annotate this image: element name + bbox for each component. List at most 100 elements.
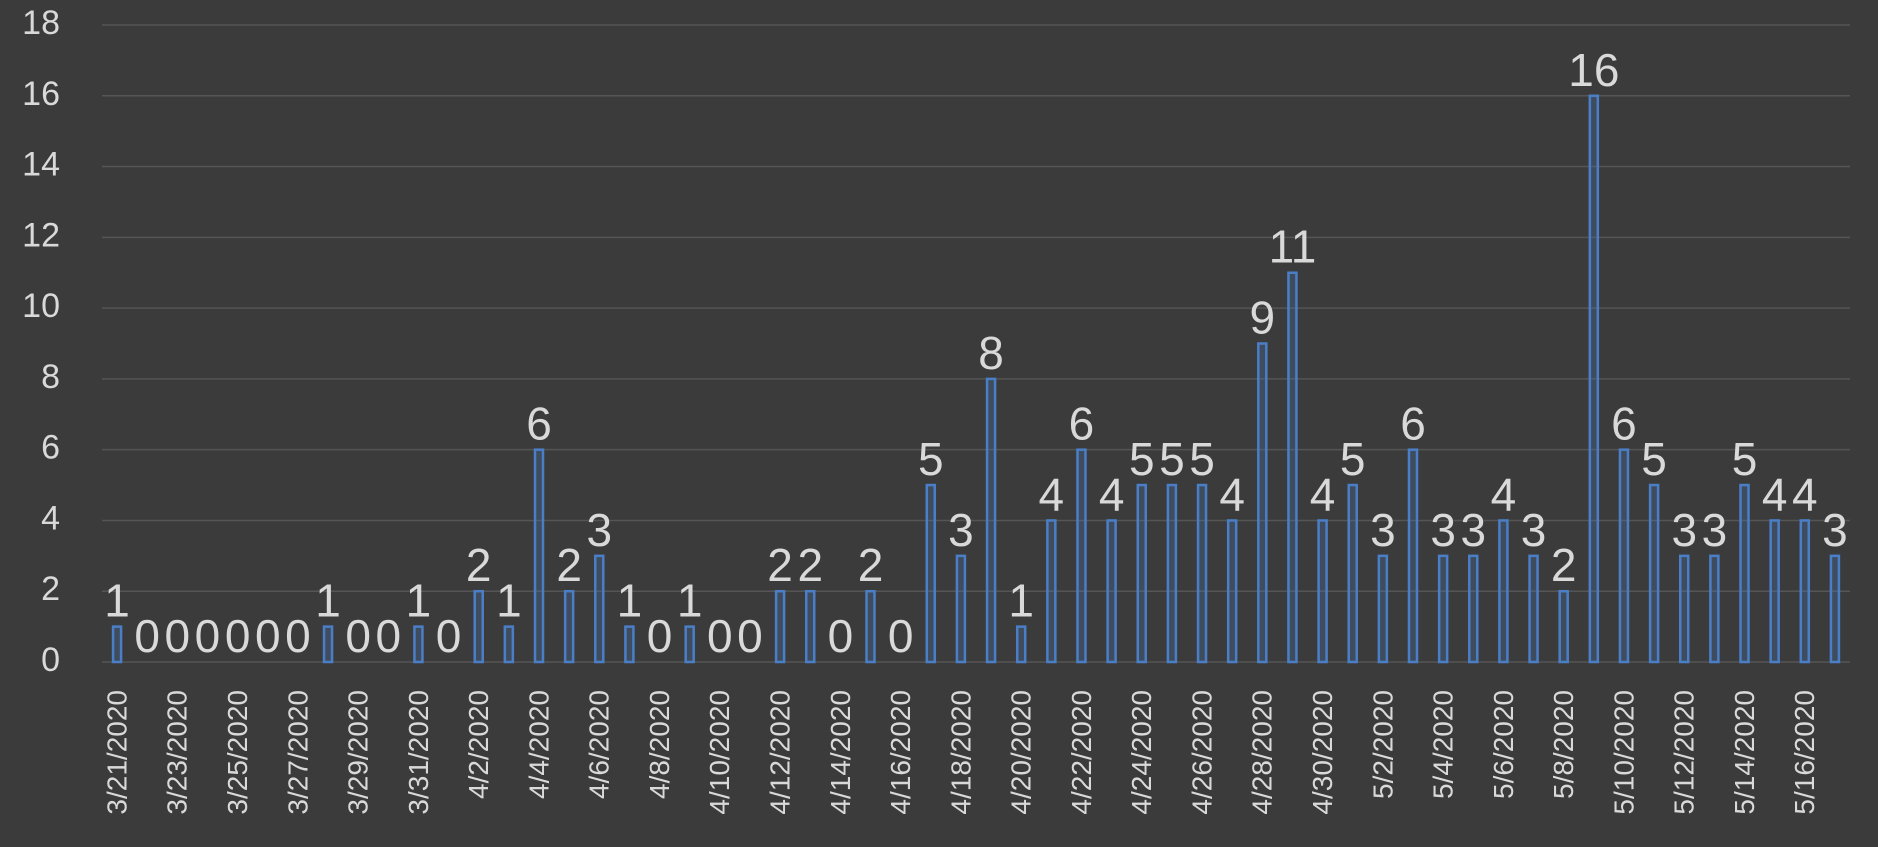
data-label: 5 <box>1641 433 1667 485</box>
y-tick-label: 4 <box>41 499 60 537</box>
x-tick-label: 4/22/2020 <box>1066 690 1097 815</box>
data-label: 3 <box>1822 504 1848 556</box>
bar <box>1498 519 1509 664</box>
y-tick-label: 16 <box>22 75 60 113</box>
data-label: 0 <box>255 610 281 662</box>
data-label: 0 <box>888 610 914 662</box>
bar <box>1287 271 1298 664</box>
data-label: 1 <box>104 575 130 627</box>
bar <box>865 589 876 664</box>
y-tick-label: 6 <box>41 429 60 467</box>
data-label: 1 <box>406 575 432 627</box>
data-label: 0 <box>828 610 854 662</box>
bar <box>1528 554 1539 664</box>
bar <box>1739 483 1750 664</box>
x-tick-label: 5/6/2020 <box>1488 690 1519 799</box>
x-tick-label: 5/12/2020 <box>1669 690 1700 815</box>
bar <box>1829 554 1841 664</box>
bar <box>1588 94 1600 664</box>
bar <box>563 589 575 664</box>
data-label: 8 <box>978 327 1004 379</box>
x-tick-label: 4/14/2020 <box>825 690 856 815</box>
bar <box>473 589 484 664</box>
bar <box>1377 554 1389 664</box>
data-label: 3 <box>1430 504 1456 556</box>
bar <box>1196 483 1208 664</box>
bar <box>925 483 937 664</box>
y-tick-label: 12 <box>22 216 60 254</box>
data-label: 0 <box>737 610 763 662</box>
bar <box>1076 448 1087 664</box>
data-label: 2 <box>858 539 884 591</box>
x-tick-label: 5/14/2020 <box>1729 690 1760 815</box>
x-tick-label: 4/12/2020 <box>764 690 795 815</box>
bar <box>1257 342 1268 664</box>
data-label: 6 <box>1400 398 1426 450</box>
data-label: 3 <box>1460 504 1486 556</box>
y-tick-label: 14 <box>22 146 60 184</box>
bar <box>1317 519 1328 664</box>
bar <box>1618 448 1630 664</box>
data-label: 4 <box>1310 468 1336 520</box>
data-label: 3 <box>1370 504 1396 556</box>
data-label: 4 <box>1099 468 1125 520</box>
data-label: 4 <box>1792 468 1818 520</box>
bar <box>594 554 605 664</box>
data-label: 0 <box>345 610 371 662</box>
x-tick-label: 4/6/2020 <box>584 690 615 799</box>
data-label: 1 <box>617 575 643 627</box>
bar <box>1799 519 1811 664</box>
x-tick-label: 5/10/2020 <box>1608 690 1639 815</box>
bar <box>1046 519 1057 664</box>
bar <box>774 589 786 664</box>
bar <box>1709 554 1720 664</box>
data-label: 11 <box>1269 221 1317 273</box>
data-label: 4 <box>1219 468 1245 520</box>
x-tick-label: 5/16/2020 <box>1789 690 1820 815</box>
bar <box>955 554 967 664</box>
data-label: 0 <box>707 610 733 662</box>
y-tick-label: 8 <box>41 358 60 396</box>
data-label: 0 <box>285 610 311 662</box>
data-label: 3 <box>1521 504 1547 556</box>
bar <box>1166 483 1178 664</box>
data-label: 6 <box>1611 398 1637 450</box>
bar <box>1648 483 1660 664</box>
bar <box>1347 483 1358 664</box>
bar <box>111 625 123 664</box>
data-label: 5 <box>1732 433 1758 485</box>
data-label: 0 <box>165 610 191 662</box>
x-tick-label: 4/30/2020 <box>1307 690 1338 815</box>
bar <box>503 625 515 664</box>
bar <box>1437 554 1449 664</box>
data-label: 4 <box>1039 468 1065 520</box>
data-label: 2 <box>466 539 492 591</box>
bar <box>1558 589 1569 664</box>
y-tick-label: 2 <box>41 570 60 608</box>
data-label: 5 <box>1189 433 1215 485</box>
data-label: 9 <box>1250 292 1276 344</box>
y-tick-label: 0 <box>41 641 60 679</box>
x-tick-label: 3/27/2020 <box>282 690 313 815</box>
data-label: 5 <box>1129 433 1155 485</box>
y-tick-label: 10 <box>22 287 60 325</box>
data-label: 3 <box>948 504 974 556</box>
data-label: 2 <box>767 539 793 591</box>
data-label: 0 <box>647 610 673 662</box>
data-label: 6 <box>1069 398 1095 450</box>
bar <box>1136 483 1148 664</box>
x-tick-label: 3/31/2020 <box>403 690 434 815</box>
x-tick-label: 4/4/2020 <box>523 690 554 799</box>
data-label: 0 <box>134 610 160 662</box>
bar <box>1226 519 1238 664</box>
data-label: 2 <box>1551 539 1577 591</box>
x-tick-label: 4/24/2020 <box>1126 690 1157 815</box>
x-tick-label: 5/2/2020 <box>1367 690 1398 799</box>
x-tick-label: 4/10/2020 <box>704 690 735 815</box>
x-tick-label: 3/25/2020 <box>222 690 253 815</box>
data-label: 5 <box>1159 433 1185 485</box>
bar <box>1407 448 1419 664</box>
data-label: 5 <box>918 433 944 485</box>
data-label: 2 <box>797 539 823 591</box>
